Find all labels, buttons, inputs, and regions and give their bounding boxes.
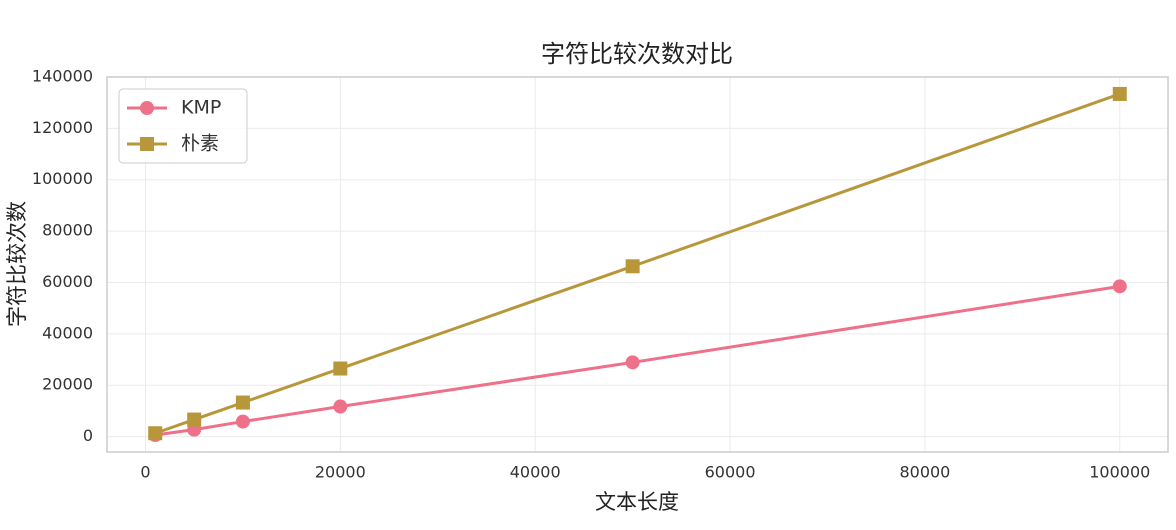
x-tick-label: 60000 <box>705 463 756 482</box>
x-tick-label: 20000 <box>315 463 366 482</box>
x-axis-label: 文本长度 <box>595 490 679 514</box>
data-point <box>235 414 250 429</box>
y-axis-label: 字符比较次数 <box>5 201 29 327</box>
x-tick-label: 100000 <box>1089 463 1150 482</box>
data-point <box>148 426 163 441</box>
data-point <box>187 412 202 427</box>
x-tick-label: 40000 <box>510 463 561 482</box>
y-tick-label: 0 <box>83 426 93 445</box>
y-tick-label: 40000 <box>42 323 93 342</box>
data-point <box>333 399 348 414</box>
y-tick-label: 20000 <box>42 375 93 394</box>
data-point <box>625 355 640 370</box>
y-tick-label: 60000 <box>42 272 93 291</box>
y-tick-label: 100000 <box>32 169 93 188</box>
chart-title: 字符比较次数对比 <box>541 40 733 68</box>
data-point <box>1112 279 1127 294</box>
data-point <box>235 395 250 410</box>
y-tick-label: 140000 <box>32 67 93 86</box>
x-tick-label: 80000 <box>899 463 950 482</box>
legend-marker <box>140 101 154 115</box>
x-tick-label: 0 <box>140 463 150 482</box>
legend-marker <box>140 137 154 151</box>
legend-label: KMP <box>181 97 221 119</box>
y-tick-label: 120000 <box>32 118 93 137</box>
data-point <box>1112 86 1127 101</box>
plot-frame <box>106 76 1169 453</box>
data-point <box>333 361 348 376</box>
data-point <box>625 259 640 274</box>
y-tick-label: 80000 <box>42 221 93 240</box>
legend-label: 朴素 <box>181 133 219 155</box>
